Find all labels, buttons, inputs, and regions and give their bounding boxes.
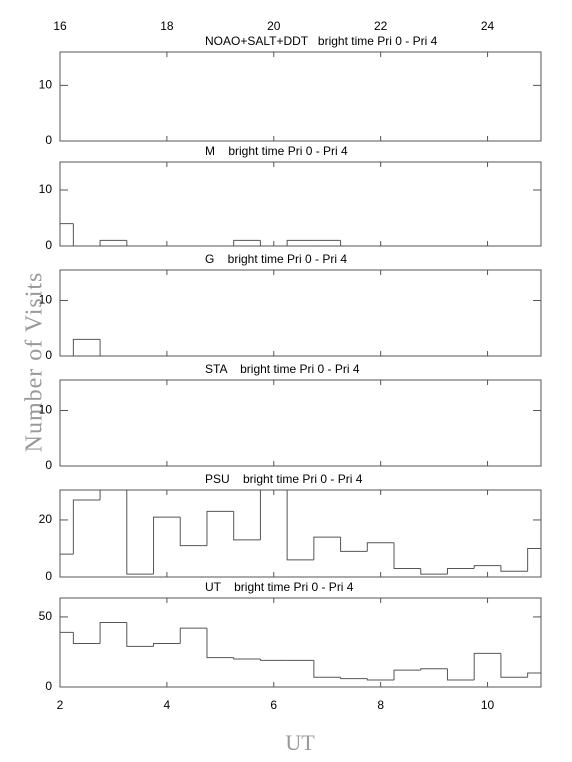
y-tick-label: 0 — [45, 238, 52, 252]
x-tick-label: 4 — [164, 698, 171, 712]
histogram-bin — [233, 239, 261, 246]
histogram-bin — [153, 643, 181, 647]
y-tick-label: 20 — [39, 512, 53, 526]
y-tick-label: 0 — [45, 458, 52, 472]
x-tick-label: 10 — [481, 698, 495, 712]
histogram-bin — [527, 672, 541, 678]
histogram-bin — [126, 490, 154, 575]
histogram-bin — [286, 239, 314, 246]
panel-frame — [59, 379, 542, 467]
panel-frame — [59, 269, 542, 357]
histogram-bin — [72, 499, 101, 555]
histogram-bin — [60, 631, 74, 687]
histogram-bin — [206, 510, 234, 546]
histogram-bin — [126, 240, 154, 246]
top-tick-label: 22 — [374, 19, 388, 33]
histogram-bin — [446, 668, 475, 681]
histogram-bin — [500, 653, 528, 678]
histogram-bin — [99, 339, 127, 356]
y-tick-label: 0 — [45, 133, 52, 147]
histogram-bin — [473, 652, 501, 680]
panel-title: G bright time Pri 0 - Pri 4 — [205, 252, 347, 266]
y-tick-label: 0 — [45, 348, 52, 362]
histogram-bin — [60, 223, 74, 246]
panel-title: M bright time Pri 0 - Pri 4 — [205, 144, 348, 158]
panel-frame — [59, 161, 542, 247]
top-tick-label: 18 — [160, 19, 174, 33]
x-tick-label: 2 — [57, 698, 64, 712]
histogram-bin — [259, 490, 261, 540]
y-tick-label: 10 — [39, 78, 53, 92]
histogram-bin — [126, 622, 154, 647]
y-tick-label: 10 — [39, 293, 53, 307]
histogram-bin — [72, 338, 101, 356]
top-tick-label: 16 — [53, 19, 67, 33]
panel-frame — [59, 489, 542, 578]
histogram-bin — [366, 678, 395, 681]
histogram-bin — [99, 490, 101, 500]
panel-frame — [59, 51, 542, 142]
top-tick-label: 20 — [267, 19, 281, 33]
panel-title: NOAO+SALT+DDT bright time Pri 0 - Pri 4 — [205, 34, 438, 48]
histogram — [60, 622, 541, 687]
histogram-bin — [153, 516, 181, 575]
histogram-bin — [366, 542, 395, 552]
y-axis-label: Number of Visits — [22, 272, 48, 453]
histogram-bin — [99, 239, 127, 246]
histogram-bin — [179, 517, 207, 547]
histogram-bin — [206, 628, 234, 659]
panel-title: STA bright time Pri 0 - Pri 4 — [205, 362, 360, 376]
x-tick-label: 6 — [270, 698, 277, 712]
histogram-bin — [313, 536, 341, 560]
x-tick-label: 8 — [377, 698, 384, 712]
top-tick-label: 24 — [481, 19, 495, 33]
histogram-bin — [473, 565, 501, 569]
y-tick-label: 10 — [39, 403, 53, 417]
histogram-bin — [72, 632, 101, 645]
histogram-bin — [420, 668, 448, 671]
y-tick-label: 50 — [39, 609, 53, 623]
y-tick-label: 10 — [39, 182, 53, 196]
panel-title: UT bright time Pri 0 - Pri 4 — [205, 580, 354, 594]
histogram-bin — [527, 547, 541, 572]
histogram-bin — [446, 567, 475, 575]
histogram-bin — [259, 658, 288, 661]
histogram-bin — [500, 565, 528, 572]
histogram-bin — [233, 511, 261, 541]
histogram-bin — [340, 677, 368, 680]
histogram-bin — [286, 490, 314, 561]
histogram-bin — [313, 660, 341, 678]
histogram-bin — [99, 622, 127, 644]
histogram-bin — [393, 669, 421, 680]
histogram-bin — [420, 568, 448, 575]
histogram-bin — [340, 537, 368, 552]
x-axis-label: UT — [285, 730, 315, 755]
histogram-bin — [179, 627, 207, 644]
panel-title: PSU bright time Pri 0 - Pri 4 — [205, 472, 363, 486]
histogram-bin — [60, 553, 74, 577]
histogram-bin — [72, 223, 101, 246]
panel-frame — [59, 597, 542, 688]
histogram-bin — [259, 240, 288, 246]
y-tick-label: 0 — [45, 569, 52, 583]
histogram — [60, 490, 541, 577]
histogram-bin — [233, 657, 261, 660]
histogram-bin — [393, 542, 421, 569]
y-tick-label: 0 — [45, 679, 52, 693]
histogram — [60, 338, 541, 356]
histogram-bin — [340, 240, 368, 246]
histogram — [60, 223, 541, 246]
